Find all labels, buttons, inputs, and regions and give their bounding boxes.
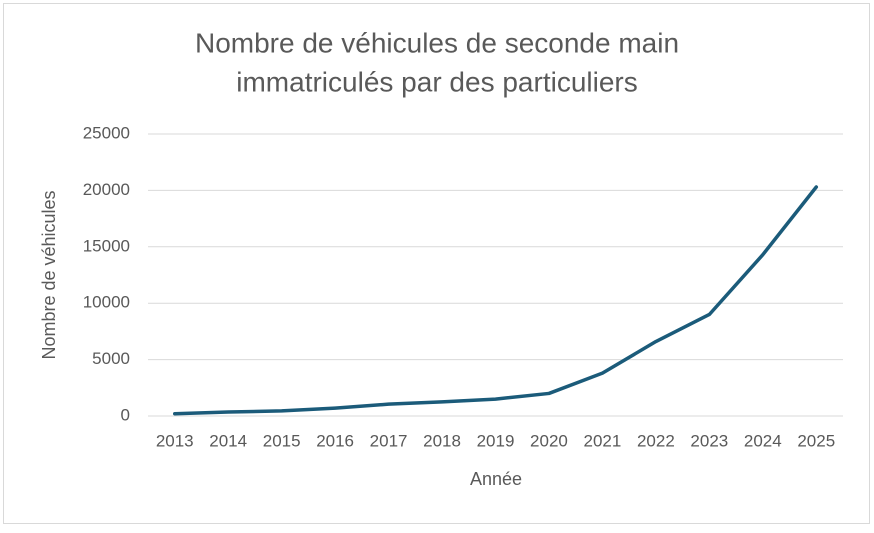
x-tick-label: 2019: [477, 431, 515, 450]
chart-title: immatriculés par des particuliers: [236, 66, 637, 97]
y-tick-label: 10000: [83, 293, 130, 312]
x-tick-label: 2022: [637, 431, 675, 450]
x-tick-label: 2014: [209, 431, 247, 450]
x-tick-label: 2023: [690, 431, 728, 450]
x-tick-label: 2021: [584, 431, 622, 450]
x-tick-label: 2020: [530, 431, 568, 450]
x-tick-label: 2013: [156, 431, 194, 450]
x-tick-label: 2018: [423, 431, 461, 450]
y-axis-label: Nombre de véhicules: [39, 190, 59, 359]
chart-title: Nombre de véhicules de seconde main: [195, 27, 679, 58]
x-tick-label: 2024: [744, 431, 782, 450]
y-tick-label: 5000: [92, 349, 130, 368]
y-tick-label: 15000: [83, 236, 130, 255]
x-tick-label: 2015: [263, 431, 301, 450]
x-tick-label: 2016: [316, 431, 354, 450]
x-tick-label: 2025: [797, 431, 835, 450]
chart-border: [3, 3, 870, 524]
x-tick-label: 2017: [370, 431, 408, 450]
x-axis-label: Année: [470, 469, 522, 489]
data-line: [172, 185, 819, 416]
y-tick-label: 0: [121, 405, 130, 424]
y-tick-label: 20000: [83, 180, 130, 199]
y-tick-label: 25000: [83, 123, 130, 142]
